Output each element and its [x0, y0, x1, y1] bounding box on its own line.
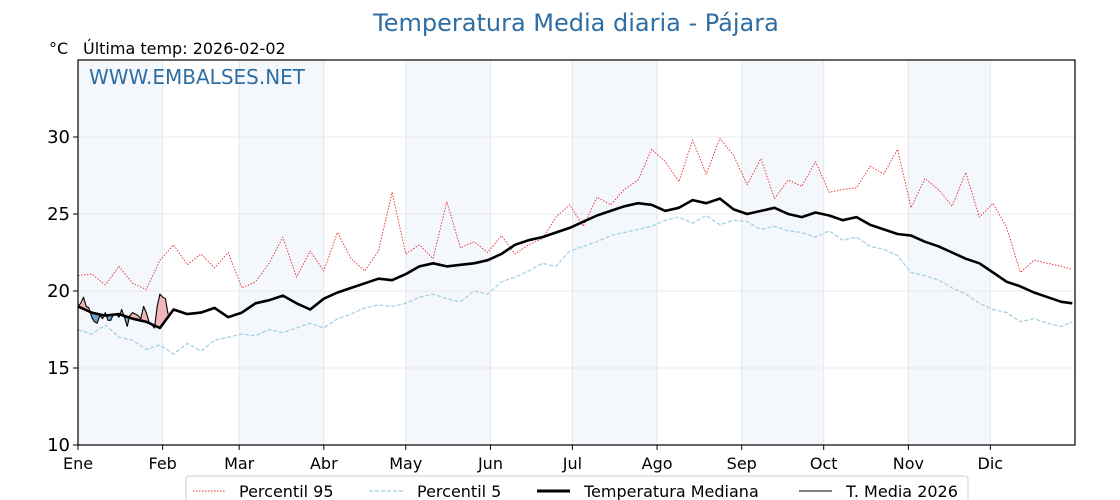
x-tick-label-ene: Ene: [63, 454, 93, 473]
series-line-2026-group: [77, 293, 169, 329]
series-line-p5-group: [77, 214, 1073, 355]
y-tick-label: 15: [47, 358, 70, 379]
fill-below-median: [94, 313, 98, 324]
series-line-median: [77, 197, 1073, 330]
month-band-may: [405, 60, 491, 445]
x-tick-label-oct: Oct: [810, 454, 838, 473]
legend-label-2026: T. Media 2026: [845, 482, 958, 500]
plot-frame: [77, 59, 1076, 446]
x-tick-label-feb: Feb: [149, 454, 177, 473]
x-tick-label-dic: Dic: [978, 454, 1004, 473]
last-temp-label: Última temp: 2026-02-02: [83, 39, 286, 58]
legend-label-p5: Percentil 5: [417, 482, 501, 500]
fill-above-median: [143, 306, 147, 322]
series-lines: [77, 138, 1073, 355]
x-tick-label-mar: Mar: [224, 454, 255, 473]
chart-title: Temperatura Media diaria - Pájara: [372, 9, 779, 37]
month-band-sep: [741, 60, 824, 445]
legend-label-median: Temperatura Mediana: [583, 482, 759, 500]
x-tick-label-jul: Jul: [562, 454, 582, 473]
legend-box: [185, 475, 969, 500]
fill-above-median: [157, 294, 160, 328]
fill-below-median: [91, 312, 95, 322]
x-axis: Ene Feb Mar Abr May Jun Jul Ago Sep Oct Nov Dic: [63, 445, 1003, 473]
series-line-2026: [77, 293, 169, 329]
legend-label-p95: Percentil 95: [239, 482, 334, 500]
grid-lines: [78, 60, 1075, 445]
y-tick-label: 30: [47, 127, 70, 148]
series-line-median-group: [77, 197, 1073, 330]
y-tick-label: 25: [47, 204, 70, 225]
x-tick-label-jun: Jun: [477, 454, 503, 473]
month-bands: [78, 60, 991, 445]
x-tick-label-nov: Nov: [893, 454, 924, 473]
month-band-mar: [239, 60, 324, 445]
y-axis: 10 15 20 25 30: [47, 127, 78, 456]
fill-above-median: [159, 294, 163, 328]
x-tick-label-ago: Ago: [642, 454, 673, 473]
legend: Percentil 95 Percentil 5 Temperatura Med…: [185, 475, 969, 500]
series-line-p95-group: [77, 138, 1073, 290]
series-line-p5: [77, 214, 1073, 355]
fill-above-median: [162, 297, 166, 325]
x-tick-label-abr: Abr: [310, 454, 338, 473]
month-band-ene: [78, 60, 163, 445]
watermark: WWW.EMBALSES.NET: [89, 65, 306, 89]
y-tick-label: 10: [47, 435, 70, 456]
y-tick-label: 20: [47, 281, 70, 302]
x-tick-label-sep: Sep: [727, 454, 757, 473]
unit-label: °C: [49, 39, 68, 58]
month-band-jul: [572, 60, 658, 445]
series-line-p95: [77, 138, 1073, 290]
x-tick-label-may: May: [389, 454, 422, 473]
